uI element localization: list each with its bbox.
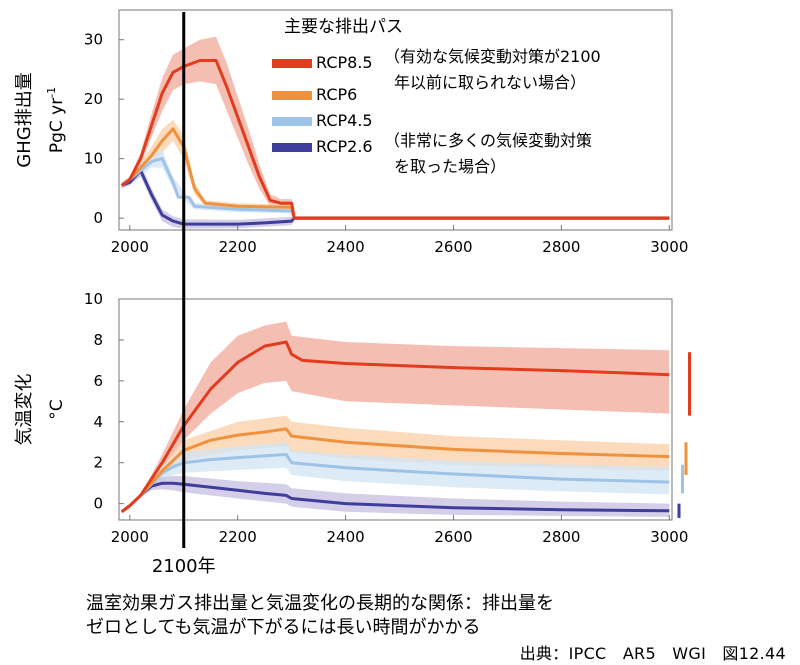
y-tick-label: 2 — [93, 454, 103, 472]
x-tick-label: 2800 — [542, 528, 580, 546]
series-line-rcp85 — [120, 59, 670, 220]
series-line-rcp26 — [121, 169, 670, 226]
caption-line-1: 温室効果ガス排出量と気温変化の長期的な関係：排出量を — [86, 593, 554, 614]
figure-caption: 温室効果ガス排出量と気温変化の長期的な関係：排出量を ゼロとしても気温が下がるに… — [86, 592, 554, 640]
x-tick-label: 2200 — [219, 528, 257, 546]
y-tick-label: 0 — [93, 209, 103, 227]
y-tick-label: 20 — [84, 90, 103, 108]
y-tick-label: 10 — [84, 150, 103, 168]
overlay-layer: 2100年 — [152, 12, 216, 577]
legend-note-line: （有効な気候変動対策が2100 — [384, 47, 601, 66]
y-axis-unit-exponent: -1 — [45, 87, 58, 98]
x-tick-label: 2000 — [111, 528, 149, 546]
y-tick-label: 0 — [93, 495, 103, 513]
x-tick-label: 2200 — [219, 238, 257, 256]
legend-note-line: 年以前に取られない場合） — [394, 73, 586, 92]
legend-label: RCP2.6 — [316, 137, 373, 156]
series-line-rcp85 — [120, 340, 670, 513]
legend-note-line: を取った場合） — [394, 157, 506, 176]
x-tick-label: 3000 — [650, 528, 688, 546]
y-axis-unit: PgC yr-1 — [45, 87, 67, 153]
y-tick-label: 10 — [84, 290, 103, 308]
y-tick-label: 4 — [93, 413, 103, 431]
legend-note-line: （非常に多くの気候変動対策 — [384, 131, 592, 150]
legend-label: RCP8.5 — [316, 53, 373, 72]
y-axis-unit: °C — [47, 399, 67, 419]
x-tick-label: 3000 — [650, 238, 688, 256]
x-tick-label: 2400 — [327, 238, 365, 256]
temperature-panel: 2000 2200 2400 2600 2800 3000 0 2 4 6 8 10 気温変化 °C — [14, 290, 691, 546]
x-tick-label: 2600 — [434, 528, 472, 546]
legend-swatch-rcp6 — [272, 91, 312, 100]
emissions-panel: 2000 2200 2400 2600 2800 3000 0 10 20 30 GHG排出量 PgC… — [14, 9, 688, 256]
series-line-rcp45 — [120, 157, 670, 220]
y-axis-label: 気温変化 — [14, 374, 35, 446]
x-tick-label: 2400 — [327, 528, 365, 546]
x-tick-label: 2000 — [111, 238, 149, 256]
legend-swatch-rcp26 — [272, 143, 312, 152]
source-credit: 出典：IPCC AR5 WGI 図12.44 — [519, 644, 786, 663]
y-tick-label: 8 — [93, 331, 103, 349]
y-axis-label: GHG排出量 — [14, 72, 35, 167]
uncertainty-band-rcp26 — [121, 476, 670, 517]
x-tick-label: 2600 — [434, 238, 472, 256]
uncertainty-band-rcp45 — [121, 442, 670, 512]
y-tick-label: 6 — [93, 372, 103, 390]
legend-title: 主要な排出パス — [284, 17, 403, 37]
year-2100-marker-label: 2100年 — [152, 556, 216, 577]
caption-line-2: ゼロとしても気温が下がるには長い時間がかかる — [86, 617, 481, 638]
legend-swatch-rcp85 — [272, 59, 312, 68]
uncertainty-band-rcp6 — [121, 415, 670, 512]
uncertainty-band-rcp6 — [121, 120, 670, 220]
legend-label: RCP6 — [316, 85, 357, 104]
legend-swatch-rcp45 — [272, 117, 312, 126]
x-tick-label: 2800 — [542, 238, 580, 256]
y-tick-label: 30 — [84, 31, 103, 49]
legend-label: RCP4.5 — [316, 111, 373, 130]
